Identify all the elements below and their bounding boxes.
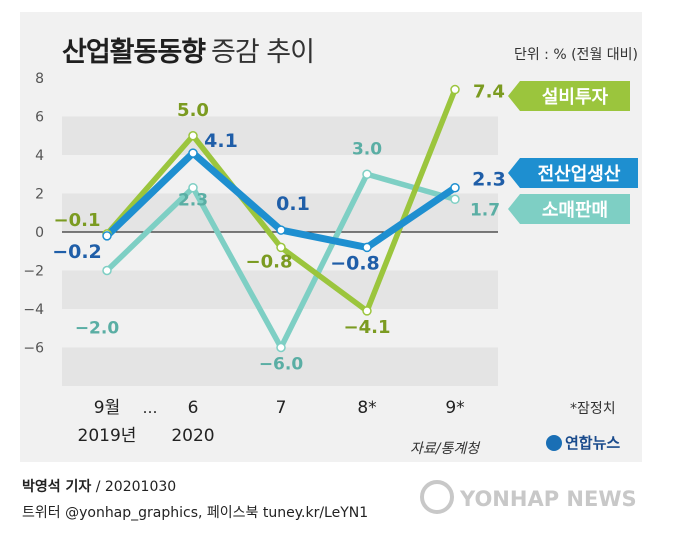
x-axis-ellipsis: … [143,399,158,417]
data-point [362,169,372,179]
data-point [102,231,112,241]
y-tick-label: −4 [23,302,44,318]
data-point [188,148,198,158]
title-sub: 증감 추이 [211,37,315,68]
x-tick-label: 6 [188,398,199,418]
y-tick-label: −6 [23,341,44,357]
data-point [188,131,198,141]
data-label: −2.0 [75,319,120,339]
data-point [362,306,372,316]
brand-icon [546,435,562,451]
data-point [362,242,372,253]
data-label: 4.1 [204,130,238,152]
data-point [276,242,286,253]
title-main: 산업활동동향 [62,37,206,68]
source-label: 자료/통계청 [410,441,480,457]
grid-band [62,78,498,117]
credit-date: / 20201030 [95,479,177,495]
data-label: 0.1 [276,193,310,215]
x-tick-label: 7 [276,398,287,418]
grid-band [62,270,498,309]
legend-label: 설비투자 [542,87,609,108]
data-label: −0.8 [246,251,293,272]
data-label: 3.0 [352,139,382,159]
data-point [102,265,112,276]
grid-band [62,116,498,155]
data-label: −0.8 [330,252,380,274]
legend-tag [508,194,630,224]
x-tick-sublabel: 2020 [171,426,214,446]
x-tick-sublabel: 2019년 [78,426,137,446]
grid-band [62,347,498,386]
credit-line: 박영석 기자 / 20201030 [22,476,176,496]
watermark-icon [420,480,454,514]
y-tick-label: 2 [35,187,44,203]
data-label: −0.1 [54,210,101,231]
legend-label: 전산업생산 [538,164,621,185]
watermark: YONHAP NEWS [420,480,637,514]
legend-tag [508,81,630,111]
data-point [188,182,198,193]
y-tick-label: 0 [35,225,44,241]
legend-label: 소매판매 [542,200,608,221]
grid-band [62,155,498,194]
data-label: 5.0 [177,100,209,121]
x-tick-label: 8* [357,398,376,418]
brand-label: 연합뉴스 [565,434,621,452]
brand-logo: 연합뉴스 [546,432,620,453]
page-title: 산업활동동향 증감 추이 [62,30,315,69]
reporter: 박영석 기자 [22,479,92,495]
data-label: −6.0 [259,355,304,375]
unit-label: 단위 : % (전월 대비) [513,47,638,63]
watermark-text: YONHAP NEWS [460,487,637,511]
data-point [276,225,286,235]
data-label: 7.4 [473,82,505,103]
prelim-note: *잠정치 [570,401,616,417]
data-label: −4.1 [344,317,391,338]
y-tick-label: 4 [35,148,44,164]
sns-line: 트위터 @yonhap_graphics, 페이스북 tuney.kr/LeYN… [22,505,369,521]
legend-tag [508,158,638,188]
data-label: 2.3 [178,191,208,211]
y-tick-label: 8 [35,71,44,87]
y-tick-label: −2 [23,264,44,280]
data-label: 2.3 [472,169,506,191]
data-point [450,182,460,193]
data-point [450,194,460,205]
x-tick-label: 9월 [94,398,120,418]
x-tick-label: 9* [445,398,464,418]
data-label: −0.2 [52,241,102,263]
data-point [450,84,460,95]
data-point [276,342,286,353]
data-label: 1.7 [470,200,500,220]
y-tick-label: 6 [35,110,44,126]
